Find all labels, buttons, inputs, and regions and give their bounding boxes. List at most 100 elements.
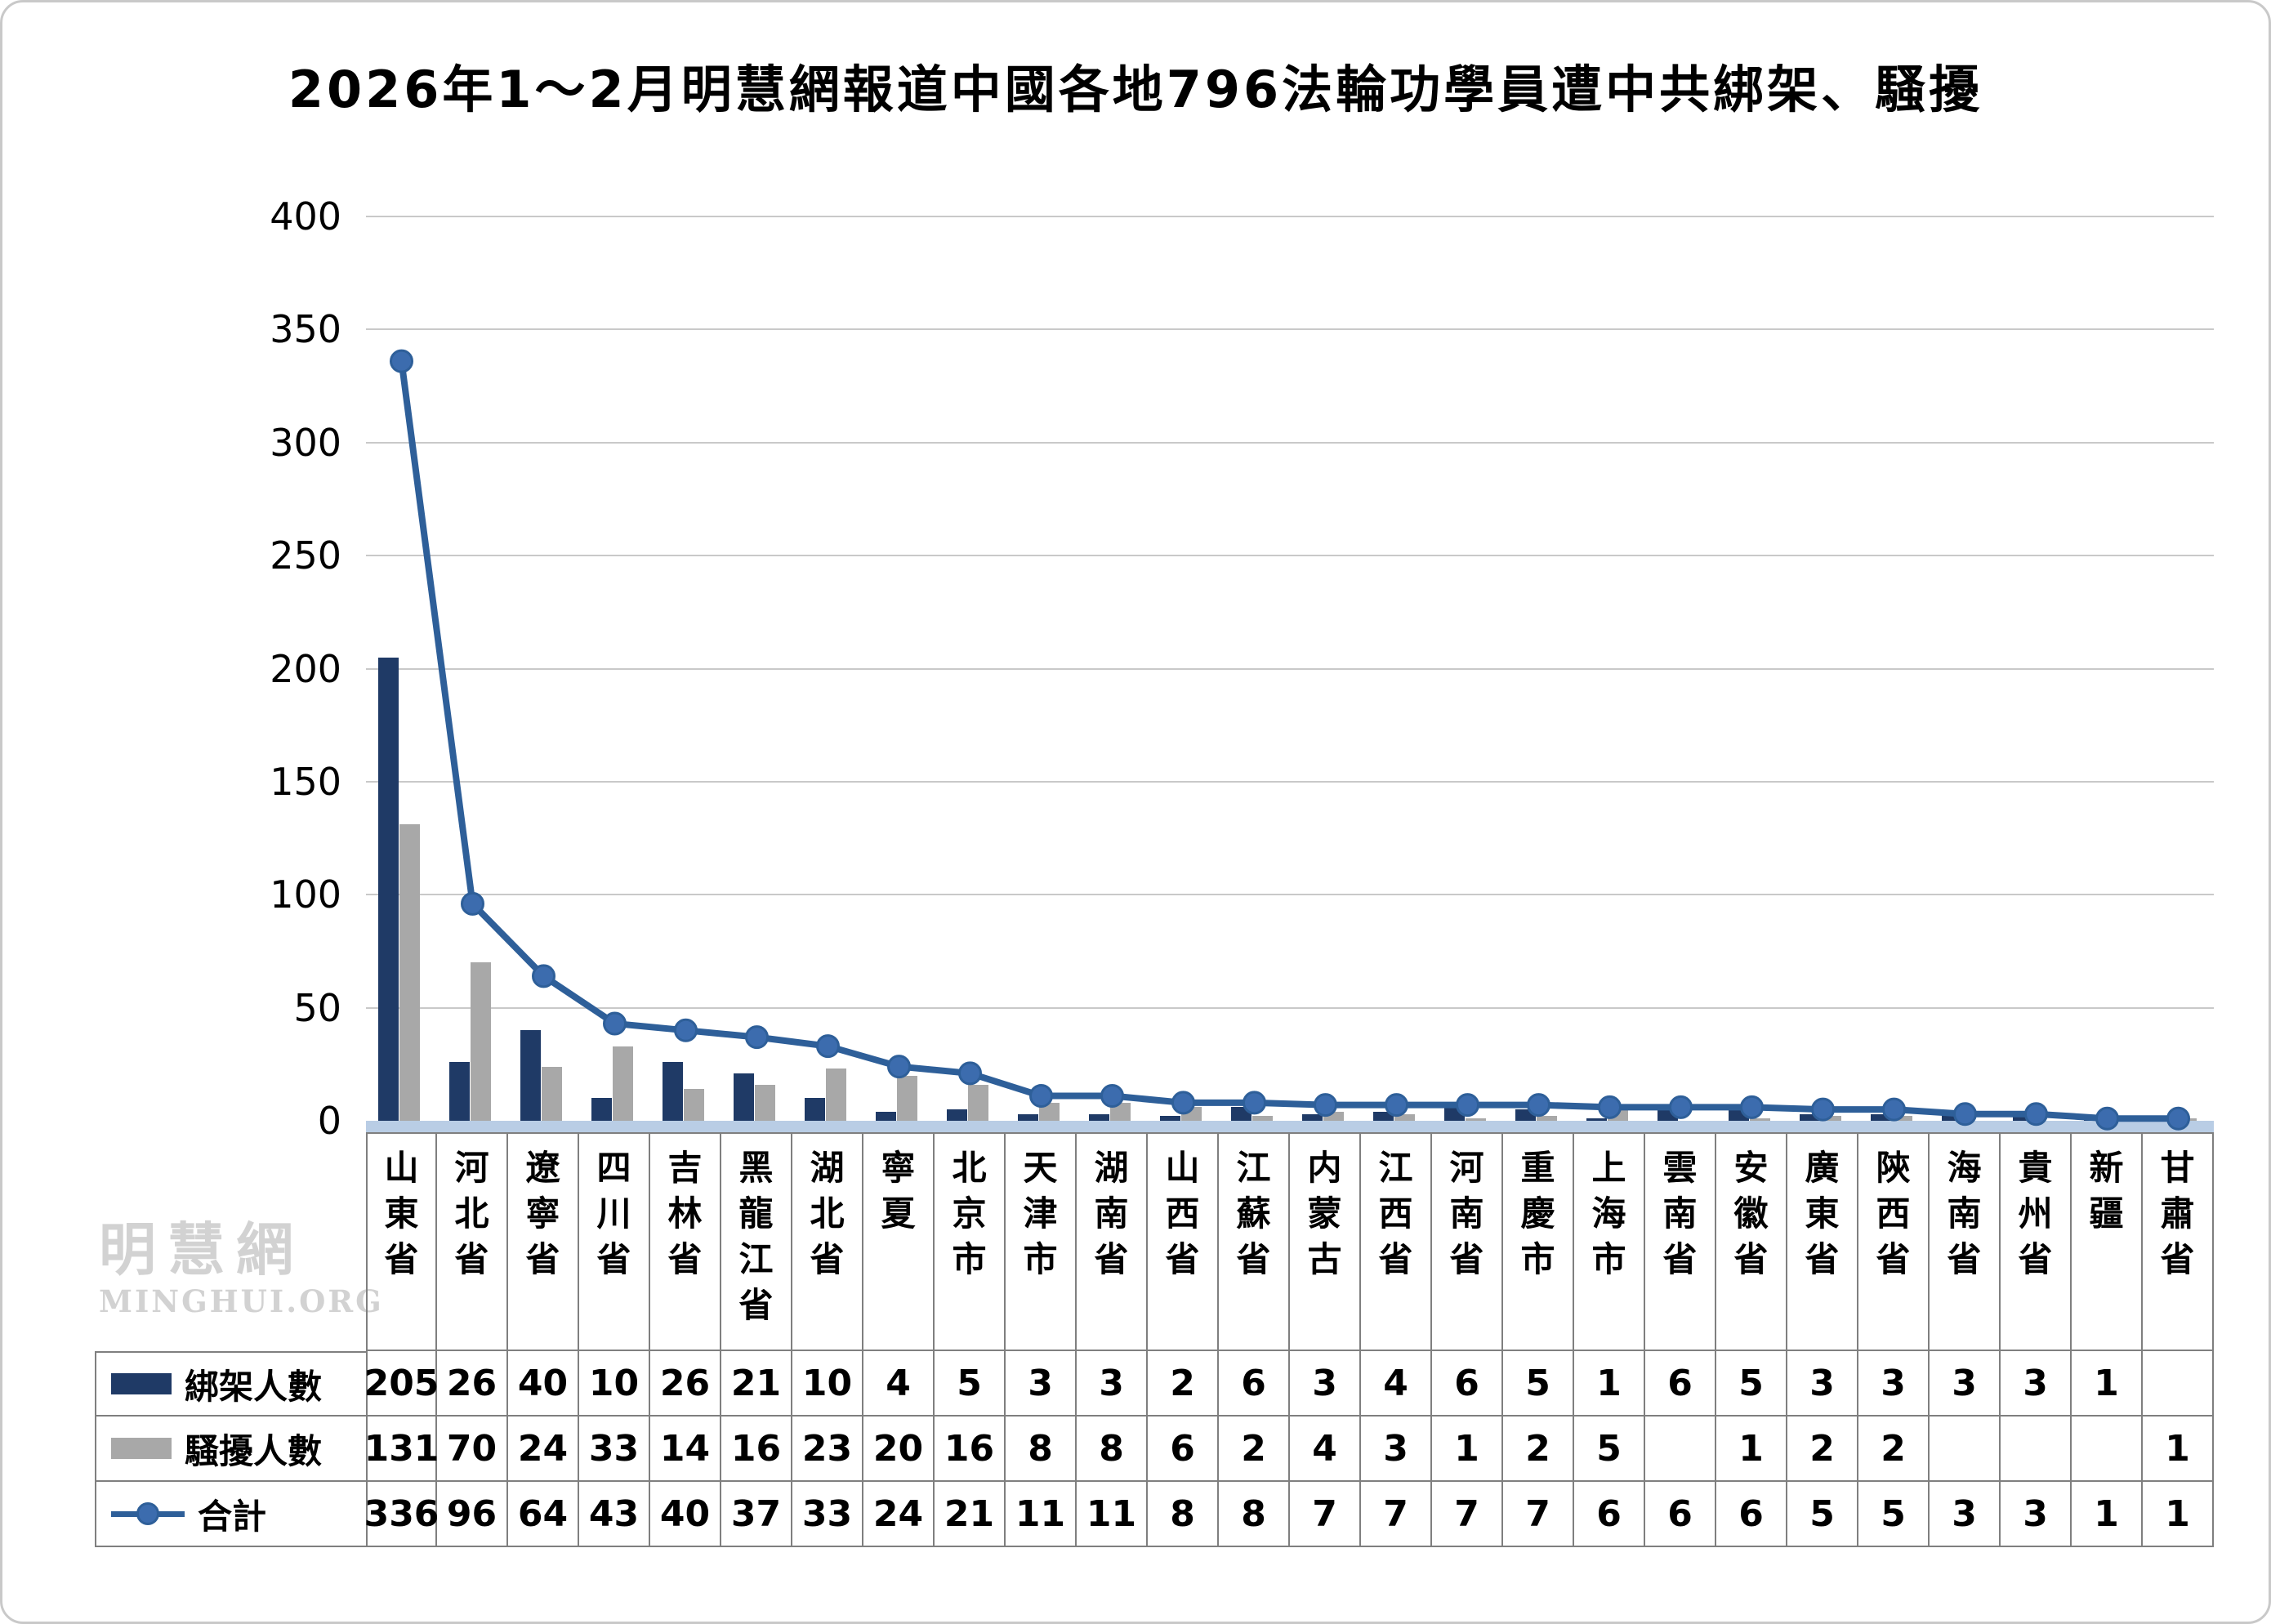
total-line-marker: [2166, 1106, 2190, 1131]
table-cell-harassed: 4: [1290, 1417, 1361, 1482]
bar-kidnapped: [805, 1098, 825, 1121]
y-axis-tick-label: 100: [270, 872, 341, 917]
table-cell-kidnapped: 3: [2001, 1351, 2072, 1417]
bar-harassed: [755, 1084, 775, 1121]
table-cell-harassed: 1: [2143, 1417, 2214, 1482]
category-header: 北 京 市: [935, 1132, 1006, 1351]
table-cell-total: 8: [1219, 1482, 1290, 1547]
table-cell-harassed: 70: [437, 1417, 508, 1482]
table-cell-total: 7: [1361, 1482, 1432, 1547]
table-cell-harassed: 16: [935, 1417, 1006, 1482]
category-header: 湖 北 省: [792, 1132, 863, 1351]
total-line-marker: [1171, 1091, 1195, 1115]
table-cell-harassed: [1930, 1417, 2001, 1482]
total-line-marker: [1811, 1097, 1835, 1122]
table-cell-total: 8: [1148, 1482, 1219, 1547]
table-cell-kidnapped: 6: [1645, 1351, 1716, 1417]
table-cell-total: 37: [721, 1482, 792, 1547]
table-cell-kidnapped: 1: [1574, 1351, 1645, 1417]
legend-row-total: 合計: [95, 1482, 366, 1547]
table-cell-harassed: 2: [1503, 1417, 1574, 1482]
category-header: 江 西 省: [1361, 1132, 1432, 1351]
table-cell-harassed: [2001, 1417, 2072, 1482]
legend-label: 合計: [198, 1496, 267, 1537]
bar-harassed: [684, 1089, 704, 1121]
total-line-chart: [390, 349, 2190, 1131]
bar-kidnapped: [734, 1073, 754, 1121]
bar-harassed: [1750, 1118, 1770, 1121]
total-line-marker: [2095, 1106, 2119, 1131]
table-cell-kidnapped: 26: [437, 1351, 508, 1417]
table-cell-harassed: 2: [1787, 1417, 1858, 1482]
category-header: 上 海 市: [1574, 1132, 1645, 1351]
table-cell-total: 5: [1787, 1482, 1858, 1547]
table-cell-total: 11: [1077, 1482, 1148, 1547]
table-cell-total: 64: [508, 1482, 579, 1547]
table-cell-harassed: 6: [1148, 1417, 1219, 1482]
table-cell-kidnapped: 205: [364, 1351, 439, 1417]
table-cell-total: 7: [1290, 1482, 1361, 1547]
table-cell-total: 6: [1645, 1482, 1716, 1547]
gridline: [366, 216, 2214, 217]
total-line-marker: [1527, 1093, 1550, 1118]
bar-kidnapped: [1018, 1113, 1038, 1121]
table-cell-kidnapped: 4: [1361, 1351, 1432, 1417]
table-cell-harassed: 20: [863, 1417, 935, 1482]
table-cell-total: 3: [2001, 1482, 2072, 1547]
bar-kidnapped: [449, 1062, 470, 1121]
y-axis-tick-label: 400: [270, 194, 341, 239]
kidnapped-series-swatch-icon: [111, 1373, 172, 1394]
bar-kidnapped: [2013, 1113, 2033, 1121]
bar-kidnapped: [1089, 1113, 1109, 1121]
table-cell-kidnapped: 3: [1077, 1351, 1148, 1417]
bar-harassed: [1821, 1116, 1841, 1121]
total-line-marker: [1953, 1102, 1977, 1127]
table-cell-harassed: 8: [1006, 1417, 1077, 1482]
category-header: 陝 西 省: [1858, 1132, 1930, 1351]
bar-harassed: [897, 1075, 917, 1121]
bar-kidnapped: [378, 657, 399, 1121]
bar-kidnapped: [591, 1098, 612, 1121]
total-line-marker: [1669, 1095, 1693, 1119]
table-cell-total: 1: [2143, 1482, 2214, 1547]
table-cell-total: 1: [2072, 1482, 2143, 1547]
bar-kidnapped: [1160, 1116, 1180, 1121]
category-header: 黑 龍 江 省: [721, 1132, 792, 1351]
table-cell-total: 6: [1574, 1482, 1645, 1547]
total-line-marker: [1456, 1093, 1479, 1118]
y-axis-tick-label: 200: [270, 646, 341, 691]
category-header: 寧 夏: [863, 1132, 935, 1351]
bar-harassed: [826, 1069, 846, 1121]
gridline: [366, 780, 2214, 783]
total-line-marker: [603, 1011, 627, 1036]
bar-harassed: [1394, 1113, 1415, 1121]
table-cell-kidnapped: 3: [1858, 1351, 1930, 1417]
bar-kidnapped: [1302, 1113, 1323, 1121]
table-cell-kidnapped: 5: [1503, 1351, 1574, 1417]
category-header: 湖 南 省: [1077, 1132, 1148, 1351]
category-header: 山 西 省: [1148, 1132, 1219, 1351]
bar-kidnapped: [1800, 1113, 1820, 1121]
table-cell-kidnapped: 10: [792, 1351, 863, 1417]
y-axis-tick-label: 300: [270, 420, 341, 465]
total-line-marker: [887, 1055, 911, 1079]
table-cell-harassed: 8: [1077, 1417, 1148, 1482]
table-cell-harassed: 2: [1219, 1417, 1290, 1482]
bar-harassed: [613, 1046, 633, 1121]
table-cell-harassed: 1: [1432, 1417, 1503, 1482]
legend-dot: [136, 1502, 159, 1525]
table-cell-harassed: 5: [1574, 1417, 1645, 1482]
total-line-marker: [816, 1034, 840, 1059]
total-series-line-marker-icon: [111, 1502, 185, 1525]
table-cell-total: 21: [935, 1482, 1006, 1547]
category-header: 四 川 省: [579, 1132, 650, 1351]
total-line-marker: [674, 1018, 698, 1042]
table-cell-kidnapped: 21: [721, 1351, 792, 1417]
table-cell-total: 6: [1716, 1482, 1787, 1547]
table-cell-total: 33: [792, 1482, 863, 1547]
y-axis-tick-label: 150: [270, 759, 341, 804]
gridline: [366, 555, 2214, 557]
table-cell-harassed: 23: [792, 1417, 863, 1482]
table-cell-kidnapped: 2: [1148, 1351, 1219, 1417]
table-cell-harassed: [2072, 1417, 2143, 1482]
